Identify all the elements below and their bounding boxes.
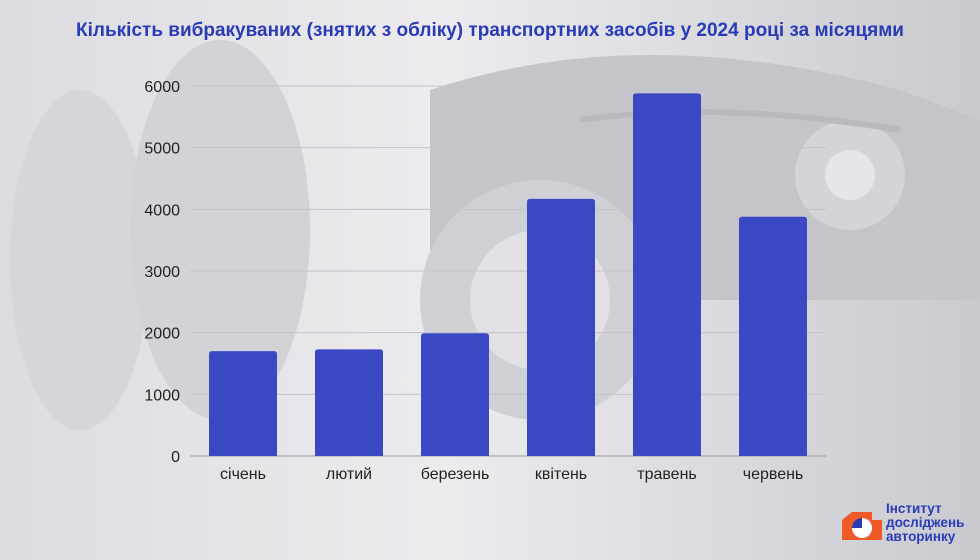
y-tick-label: 5000 — [144, 141, 180, 158]
bar-2 — [315, 349, 383, 456]
x-category-label: червень — [743, 466, 804, 483]
logo-line-1: Інститут — [886, 501, 942, 516]
x-category-label: травень — [637, 466, 697, 483]
y-tick-label: 6000 — [144, 79, 180, 96]
bar-5 — [633, 93, 701, 457]
y-tick-label: 1000 — [144, 387, 180, 404]
x-category-label: березень — [421, 466, 490, 483]
gridlines — [190, 85, 826, 457]
x-axis-labels: січень лютий березень квітень травень червень — [220, 466, 803, 483]
x-category-label: лютий — [326, 466, 372, 483]
y-tick-label: 2000 — [144, 326, 180, 343]
bar-3 — [421, 333, 489, 456]
bar-6 — [739, 216, 807, 456]
x-category-label: квітень — [535, 466, 587, 483]
logo: Інститут досліджень авторинку — [838, 500, 978, 550]
y-axis-ticks: 0 1000 2000 3000 4000 5000 6000 — [144, 79, 180, 466]
y-tick-label: 3000 — [144, 264, 180, 281]
bar-4 — [527, 198, 595, 456]
logo-line-2: досліджень — [886, 515, 965, 530]
x-category-label: січень — [220, 466, 266, 483]
y-tick-label: 4000 — [144, 202, 180, 219]
logo-icon — [842, 512, 882, 540]
bars — [209, 93, 807, 457]
chart-title: Кількість вибракуваних (знятих з обліку)… — [76, 20, 904, 41]
y-tick-label: 0 — [171, 449, 180, 466]
logo-line-3: авторинку — [886, 529, 956, 544]
bar-1 — [209, 351, 277, 456]
